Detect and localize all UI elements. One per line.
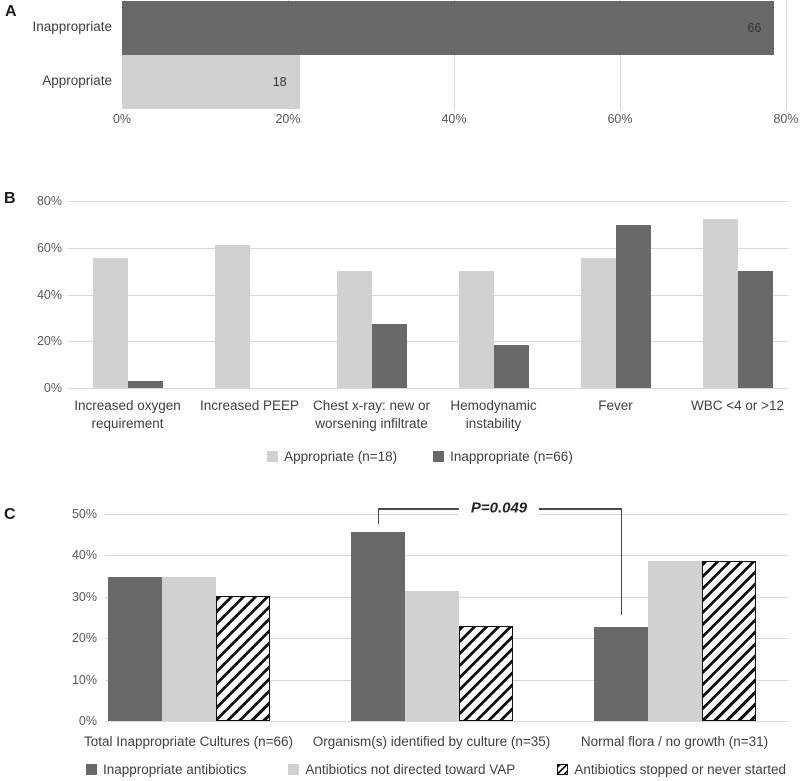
legend-label: Antibiotics stopped or never started [574, 762, 786, 777]
legend: Appropriate (n=18) Inappropriate (n=66) [40, 449, 800, 464]
bar-dark [371, 324, 407, 388]
annotation-line-left [377, 508, 379, 524]
bar-light [647, 560, 702, 721]
annotation-line-right [620, 508, 622, 616]
bar-light [458, 271, 494, 388]
gridline-20% [68, 341, 788, 343]
y-tick-label: 40% [36, 287, 62, 302]
legend: Inappropriate antibiotics Antibiotics not… [86, 762, 786, 777]
gridline-0% [68, 388, 788, 389]
x-tick-label: 40% [441, 112, 467, 126]
category-label: Organism(s) identified by culture (n=35) [312, 734, 551, 749]
bar-light [404, 591, 459, 721]
y-tick-label: 20% [71, 631, 97, 646]
legend-item: Inappropriate (n=66) [433, 449, 573, 464]
y-tick-label: 10% [71, 672, 97, 687]
bar-light [92, 258, 128, 388]
category-label: Total Inappropriate Cultures (n=66) [84, 734, 293, 749]
category-label: Hemodynamic instability [450, 398, 537, 431]
legend-label: Inappropriate antibiotics [103, 762, 247, 777]
legend-swatch-dark [433, 451, 445, 462]
legend-swatch-hatch [557, 764, 569, 775]
y-tick-label: 80% [36, 194, 62, 208]
gridline-60% [68, 247, 788, 249]
bar-light [336, 271, 372, 388]
category-label: Inappropriate [32, 19, 112, 34]
y-tick-label: 0% [43, 381, 62, 395]
bar-light: 18 [122, 55, 300, 109]
panel-c-letter: C [4, 506, 16, 523]
y-tick-label: 60% [36, 240, 62, 255]
bar-hatch [215, 595, 270, 721]
x-tick-label: 60% [607, 112, 633, 126]
category-label: Chest x-ray: new or worsening infiltrate [312, 398, 431, 431]
bar-dark: 66 [122, 1, 775, 55]
bar-hatch [458, 626, 513, 721]
bar-light [580, 258, 616, 388]
x-tick-label: 20% [275, 112, 301, 126]
gridline-80% [786, 0, 787, 110]
bar-value-label: 66 [747, 21, 762, 35]
y-tick-label: 50% [71, 507, 97, 521]
y-tick-label: 40% [71, 548, 97, 563]
category-label: Increased PEEP [199, 398, 300, 413]
legend-label: Appropriate (n=18) [284, 449, 398, 464]
legend-label: Antibiotics not directed toward VAP [305, 762, 516, 777]
category-label: WBC <4 or >12 [690, 398, 785, 413]
legend-item: Antibiotics not directed toward VAP [288, 762, 515, 777]
category-label: Normal flora / no growth (n=31) [580, 734, 769, 749]
legend-swatch-dark [86, 764, 97, 775]
bar-dark [350, 531, 405, 721]
bar-dark [737, 271, 773, 388]
bar-light [702, 219, 738, 388]
legend-swatch-light [267, 451, 279, 462]
gridline-40% [454, 0, 455, 110]
x-tick-label: 80% [773, 112, 799, 126]
gridline-60% [620, 0, 621, 110]
bar-hatch [701, 560, 756, 721]
bar-dark [127, 380, 163, 388]
bar-dark [593, 627, 648, 721]
gridline-0% [105, 721, 788, 722]
category-label: Fever [598, 398, 633, 413]
bar-dark [493, 345, 529, 388]
y-tick-label: 0% [78, 714, 97, 728]
legend-item: Appropriate (n=18) [267, 449, 397, 464]
panel-a-letter: A [5, 3, 17, 20]
legend-swatch-light [288, 764, 300, 775]
gridline-40% [68, 294, 788, 296]
panel-b-letter: B [4, 190, 16, 207]
legend-label: Inappropriate (n=66) [450, 449, 573, 464]
category-label: Increased oxygen requirement [74, 398, 181, 431]
legend-item: Inappropriate antibiotics [86, 762, 246, 777]
legend-item: Antibiotics stopped or never started [557, 762, 786, 777]
gridline-80% [68, 201, 788, 202]
category-label: Appropriate [42, 73, 112, 88]
gridline-50% [105, 514, 788, 515]
bar-light [214, 245, 250, 388]
x-tick-label: 0% [112, 112, 132, 126]
bar-light [161, 576, 216, 721]
bar-dark [107, 576, 162, 721]
bar-value-label: 18 [272, 75, 287, 89]
annotation-p-value: P=0.049 [458, 499, 540, 517]
y-tick-label: 20% [36, 334, 62, 349]
bar-dark [615, 225, 651, 388]
gridline-40% [105, 555, 788, 557]
y-tick-label: 30% [71, 589, 97, 604]
